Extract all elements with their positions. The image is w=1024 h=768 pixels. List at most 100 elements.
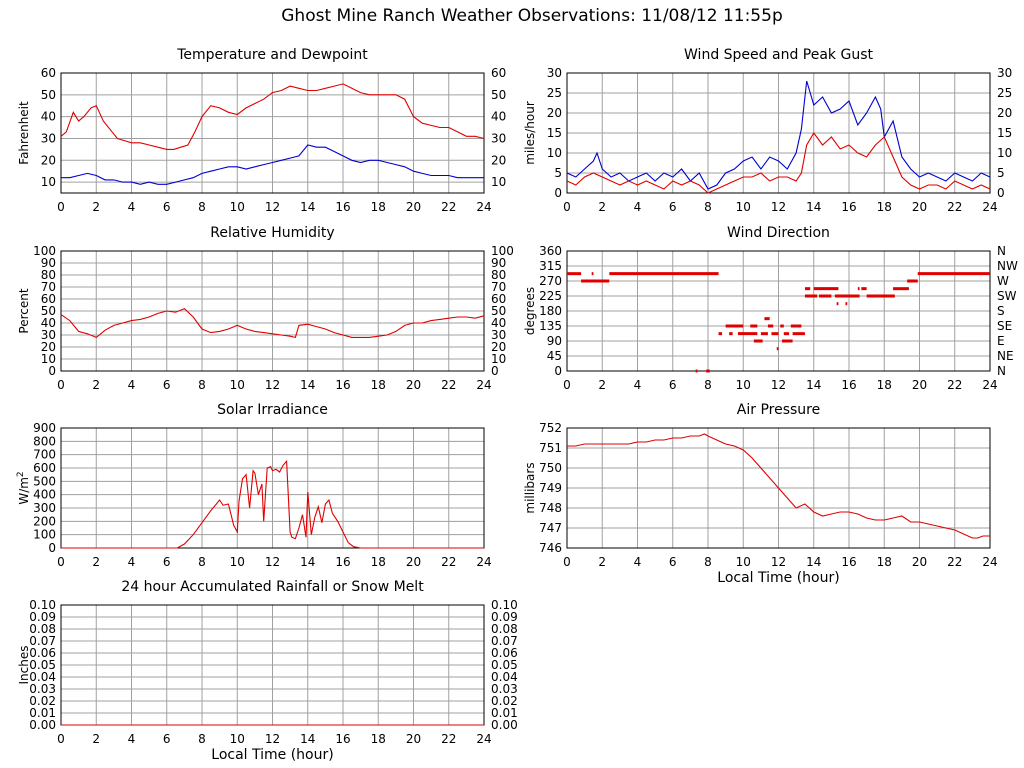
solar-xtick-label: 6 — [163, 555, 171, 569]
temp-right-tick-label: 20 — [491, 153, 506, 167]
rain-ytick-label: 0.04 — [29, 670, 56, 684]
humidity-xtick-label: 14 — [300, 378, 315, 392]
humidity-right-tick-label: 80 — [491, 268, 506, 282]
winddir-xtick-label: 20 — [912, 378, 927, 392]
solar-xtick-label: 4 — [128, 555, 136, 569]
humidity-title: Relative Humidity — [210, 225, 334, 241]
wind-right-tick-label: 10 — [997, 146, 1012, 160]
temp-ylabel: Fahrenheit — [17, 101, 31, 165]
rain-chart: 24 hour Accumulated Rainfall or Snow Mel… — [17, 579, 518, 763]
winddir-title: Wind Direction — [727, 225, 830, 241]
rain-xtick-label: 0 — [57, 732, 65, 746]
pressure-xtick-label: 8 — [704, 555, 712, 569]
temp-right-tick-label: 30 — [491, 131, 506, 145]
wind-xtick-label: 4 — [634, 200, 642, 214]
humidity-xtick-label: 24 — [476, 378, 491, 392]
humidity-xtick-label: 0 — [57, 378, 65, 392]
wind-right-tick-label: 30 — [997, 66, 1012, 80]
wind-ytick-label: 5 — [554, 166, 562, 180]
rain-right-tick-label: 0.01 — [491, 706, 518, 720]
wind-right-tick-label: 25 — [997, 86, 1012, 100]
winddir-ytick-label: 315 — [539, 259, 562, 273]
rain-ytick-label: 0.09 — [29, 610, 56, 624]
solar-ylabel-superscript: 2 — [16, 471, 26, 477]
solar-title: Solar Irradiance — [217, 402, 328, 418]
humidity-xtick-label: 20 — [406, 378, 421, 392]
solar-ytick-label: 0 — [48, 541, 56, 555]
humidity-frame — [60, 250, 485, 372]
wind-ylabel: miles/hour — [523, 101, 537, 165]
solar-xtick-label: 22 — [441, 555, 456, 569]
wind-xtick-label: 18 — [877, 200, 892, 214]
temp-title: Temperature and Dewpoint — [176, 47, 368, 63]
wind-ytick-label: 0 — [554, 186, 562, 200]
pressure-ytick-label: 746 — [539, 541, 562, 555]
winddir-xtick-label: 2 — [598, 378, 606, 392]
humidity-right-tick-label: 0 — [491, 364, 499, 378]
winddir-right-tick-label: NE — [997, 349, 1014, 363]
rain-ytick-label: 0.06 — [29, 646, 56, 660]
winddir-xtick-label: 4 — [634, 378, 642, 392]
rain-xtick-label: 8 — [198, 732, 206, 746]
humidity-right-tick-label: 70 — [491, 280, 506, 294]
temp-ytick-label: 50 — [41, 88, 56, 102]
solar-xtick-label: 12 — [265, 555, 280, 569]
winddir-right-tick-label: SW — [997, 289, 1017, 303]
humidity-xtick-label: 16 — [335, 378, 350, 392]
rain-right-tick-label: 0.03 — [491, 682, 518, 696]
winddir-xtick-label: 10 — [736, 378, 751, 392]
solar-ytick-label: 300 — [33, 501, 56, 515]
winddir-xtick-label: 22 — [947, 378, 962, 392]
winddir-ytick-label: 270 — [539, 274, 562, 288]
winddir-ytick-label: 0 — [554, 364, 562, 378]
wind-frame — [566, 72, 991, 194]
humidity-ytick-label: 90 — [41, 256, 56, 270]
winddir-ytick-label: 90 — [547, 334, 562, 348]
solar-ytick-label: 500 — [33, 474, 56, 488]
winddir-right-tick-label: SE — [997, 319, 1012, 333]
temp-xtick-label: 20 — [406, 200, 421, 214]
humidity-ylabel: Percent — [17, 288, 31, 333]
winddir-right-tick-label: NW — [997, 259, 1018, 273]
winddir-ylabel: degrees — [523, 287, 537, 335]
solar-ytick-label: 900 — [33, 421, 56, 435]
winddir-xtick-label: 18 — [877, 378, 892, 392]
winddir-right-tick-label: N — [997, 364, 1006, 378]
wind-xtick-label: 16 — [841, 200, 856, 214]
pressure-ytick-label: 749 — [539, 481, 562, 495]
solar-xtick-label: 10 — [230, 555, 245, 569]
winddir-xtick-label: 12 — [771, 378, 786, 392]
rain-xtick-label: 4 — [128, 732, 136, 746]
temp-xtick-label: 6 — [163, 200, 171, 214]
solar-ytick-label: 100 — [33, 528, 56, 542]
temp-right-tick-label: 10 — [491, 175, 506, 189]
rain-ytick-label: 0.10 — [29, 598, 56, 612]
temp-xtick-label: 2 — [92, 200, 100, 214]
rain-xtick-label: 12 — [265, 732, 280, 746]
humidity-right-tick-label: 40 — [491, 316, 506, 330]
solar-xtick-label: 0 — [57, 555, 65, 569]
rain-xlabel: Local Time (hour) — [211, 747, 333, 763]
humidity-right-tick-label: 30 — [491, 328, 506, 342]
wind-right-tick-label: 20 — [997, 106, 1012, 120]
temp-xtick-label: 4 — [128, 200, 136, 214]
humidity-right-tick-label: 10 — [491, 352, 506, 366]
temp-xtick-label: 10 — [230, 200, 245, 214]
winddir-frame — [566, 250, 991, 372]
wind-xtick-label: 2 — [598, 200, 606, 214]
solar-xtick-label: 16 — [335, 555, 350, 569]
wind-xtick-label: 20 — [912, 200, 927, 214]
humidity-ytick-label: 0 — [48, 364, 56, 378]
pressure-ytick-label: 751 — [539, 441, 562, 455]
pressure-xtick-label: 20 — [912, 555, 927, 569]
humidity-xtick-label: 4 — [128, 378, 136, 392]
pressure-series-0-line — [567, 433, 990, 539]
wind-ytick-label: 20 — [547, 106, 562, 120]
wind-right-tick-label: 5 — [997, 166, 1005, 180]
winddir-ytick-label: 135 — [539, 319, 562, 333]
humidity-ytick-label: 10 — [41, 352, 56, 366]
